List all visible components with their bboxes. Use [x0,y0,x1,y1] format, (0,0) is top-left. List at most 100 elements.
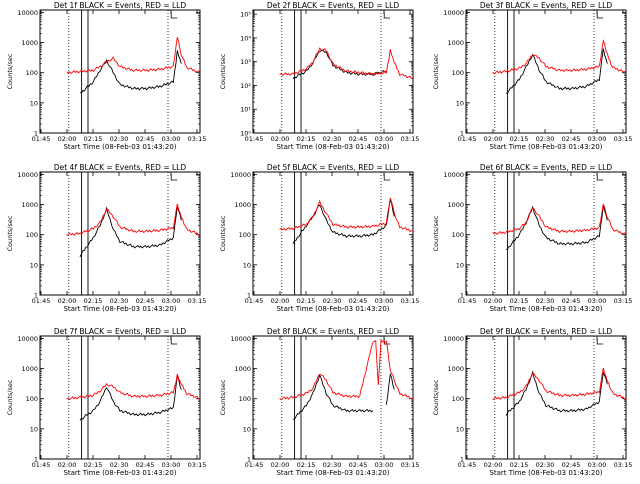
y-tick-label-8-3: 1000 [234,365,251,373]
x-tick-label-6-4: 02:45 [562,297,581,305]
series-events-1-0 [79,50,182,94]
plot-frame-4 [39,171,201,296]
x-axis-label-2: Start Time (08-Feb-03 01:43:20) [276,143,389,151]
series-events-6-0 [506,204,608,250]
y-tick-label-4-1: 10 [30,261,38,269]
plot-title-8: Det 8f BLACK = Events, RED = LLD [267,327,400,336]
plot-frame-8 [252,335,414,460]
x-tick-label-2-2: 02:15 [297,135,316,143]
x-tick-label-2-3: 02:30 [323,135,342,143]
x-axis-label-4: Start Time (08-Feb-03 01:43:20) [63,305,176,313]
x-tick-label-3-6: 03:15 [614,135,633,143]
x-tick-label-7-0: 01:45 [32,461,51,469]
x-tick-label-8-0: 01:45 [245,461,264,469]
series-lld-2-0 [279,47,414,79]
x-tick-label-1-2: 02:15 [84,135,103,143]
y-tick-label-8-0: 1 [247,456,251,464]
x-tick-label-4-3: 02:30 [110,297,129,305]
x-tick-label-9-2: 02:15 [510,461,529,469]
x-tick-label-2-1: 02:00 [271,135,290,143]
x-tick-label-7-1: 02:00 [58,461,77,469]
x-tick-label-7-3: 02:30 [110,461,129,469]
x-tick-label-7-5: 03:00 [162,461,181,469]
y-axis-label-5: Counts/sec [219,215,227,251]
y-tick-label-1-2: 100 [26,69,38,77]
x-tick-label-8-1: 02:00 [271,461,290,469]
y-tick-label-9-4: 10000 [443,335,464,343]
y-tick-label-3-4: 10000 [443,9,464,17]
y-tick-label-1-0: 1 [34,130,38,138]
y-tick-label-8-2: 100 [239,395,251,403]
plot-frame-1 [39,9,201,134]
series-lld-1-0 [66,37,201,75]
plot-frame-5 [252,171,414,296]
x-tick-label-6-5: 03:00 [588,297,607,305]
x-tick-label-5-4: 02:45 [349,297,368,305]
y-tick-label-6-3: 1000 [447,201,464,209]
x-tick-label-7-4: 02:45 [136,461,155,469]
x-axis-label-9: Start Time (08-Feb-03 01:43:20) [489,469,602,477]
series-lld-4-0 [66,203,201,237]
x-tick-label-8-4: 02:45 [349,461,368,469]
x-axis-label-3: Start Time (08-Feb-03 01:43:20) [489,143,602,151]
y-tick-label-1-4: 10000 [17,9,38,17]
x-tick-label-6-3: 02:30 [536,297,555,305]
plot-title-7: Det 7f BLACK = Events, RED = LLD [54,327,187,336]
y-tick-label-8-4: 10000 [230,335,251,343]
y-tick-label-2-3: 10³ [240,58,251,66]
plot-frame-7 [39,335,201,460]
series-lld-6-0 [492,203,627,235]
x-tick-label-9-6: 03:15 [614,461,633,469]
plot-title-4: Det 4f BLACK = Events, RED = LLD [54,163,187,172]
y-tick-label-7-1: 10 [30,425,38,433]
x-tick-label-3-4: 02:45 [562,135,581,143]
y-tick-label-1-3: 1000 [21,39,38,47]
y-tick-label-6-1: 10 [456,261,464,269]
y-tick-label-9-3: 1000 [447,365,464,373]
x-tick-label-4-2: 02:15 [84,297,103,305]
y-tick-label-7-0: 1 [34,456,38,464]
x-tick-label-2-5: 03:00 [375,135,394,143]
x-axis-label-5: Start Time (08-Feb-03 01:43:20) [276,305,389,313]
plot-title-3: Det 3f BLACK = Events, RED = LLD [480,1,613,10]
y-tick-label-2-2: 10² [240,82,251,90]
x-axis-label-8: Start Time (08-Feb-03 01:43:20) [276,469,389,477]
x-tick-label-6-6: 03:15 [614,297,633,305]
y-tick-label-7-2: 100 [26,395,38,403]
x-tick-label-7-2: 02:15 [84,461,103,469]
x-tick-label-3-2: 02:15 [510,135,529,143]
x-tick-label-1-4: 02:45 [136,135,155,143]
y-axis-label-2: Counts/sec [219,53,227,89]
series-events-8-0 [292,373,374,420]
y-tick-label-7-4: 10000 [17,335,38,343]
y-tick-label-5-0: 1 [247,292,251,300]
y-tick-label-8-1: 10 [243,425,251,433]
bracket-marker-6 [596,174,604,181]
y-tick-label-3-3: 1000 [447,39,464,47]
bracket-marker-2 [383,12,391,19]
y-tick-label-2-0: 10⁰ [240,130,251,138]
plot-title-1: Det 1f BLACK = Events, RED = LLD [54,1,187,10]
y-axis-label-8: Counts/sec [219,379,227,415]
bracket-marker-4 [170,174,178,181]
series-events-2-0 [292,49,387,80]
x-axis-label-6: Start Time (08-Feb-03 01:43:20) [489,305,602,313]
y-tick-label-3-1: 10 [456,99,464,107]
x-tick-label-6-2: 02:15 [510,297,529,305]
x-tick-label-9-3: 02:30 [536,461,555,469]
series-lld-8-0 [279,338,414,401]
x-tick-label-6-1: 02:00 [484,297,503,305]
x-tick-label-1-6: 03:15 [188,135,207,143]
plot-title-9: Det 9f BLACK = Events, RED = LLD [480,327,613,336]
series-events-5-0 [292,199,395,244]
x-tick-label-1-0: 01:45 [32,135,51,143]
x-tick-label-5-1: 02:00 [271,297,290,305]
y-tick-label-5-2: 100 [239,231,251,239]
bracket-marker-5 [383,174,391,181]
series-lld-9-0 [492,367,627,401]
plot-title-5: Det 5f BLACK = Events, RED = LLD [267,163,400,172]
series-lld-3-0 [492,39,627,75]
x-tick-label-7-6: 03:15 [188,461,207,469]
bracket-marker-9 [596,338,604,345]
